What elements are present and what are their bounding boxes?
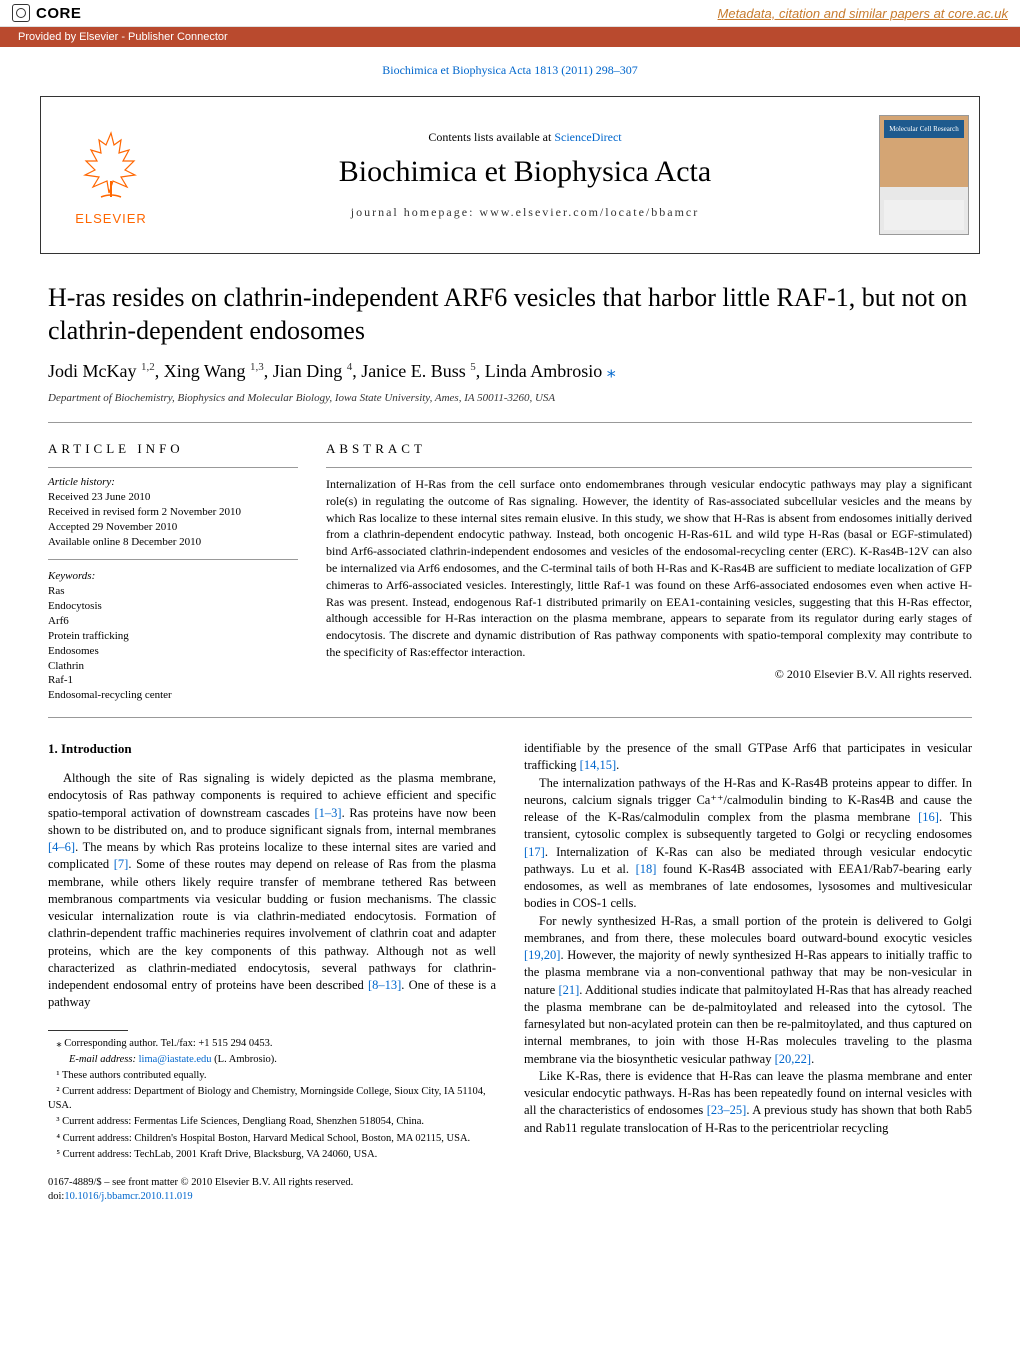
- reference-link[interactable]: [21]: [558, 983, 579, 997]
- footnote-1: ¹ These authors contributed equally.: [48, 1069, 496, 1083]
- history-item: Available online 8 December 2010: [48, 535, 298, 550]
- reference-link[interactable]: [19,20]: [524, 948, 560, 962]
- citation-link[interactable]: Biochimica et Biophysica Acta 1813 (2011…: [382, 63, 638, 77]
- keyword: Clathrin: [48, 659, 298, 674]
- body-columns: 1. Introduction Although the site of Ras…: [48, 718, 972, 1204]
- sciencedirect-link[interactable]: ScienceDirect: [554, 130, 621, 144]
- reference-link[interactable]: [8–13]: [368, 978, 401, 992]
- core-logo-text: CORE: [36, 5, 81, 22]
- keyword: Arf6: [48, 614, 298, 629]
- reference-link[interactable]: [23–25]: [707, 1103, 747, 1117]
- citation-line: Biochimica et Biophysica Acta 1813 (2011…: [0, 47, 1020, 86]
- text: E-mail address:: [69, 1054, 139, 1065]
- text: For newly synthesized H-Ras, a small por…: [524, 914, 972, 945]
- elsevier-logo: ELSEVIER: [41, 97, 181, 253]
- front-matter: 0167-4889/$ – see front matter © 2010 El…: [48, 1176, 496, 1204]
- footnotes: ⁎ Corresponding author. Tel./fax: +1 515…: [48, 1030, 496, 1205]
- intro-paragraph-1: Although the site of Ras signaling is wi…: [48, 770, 496, 1012]
- reference-link[interactable]: [16]: [918, 810, 939, 824]
- keyword: Endocytosis: [48, 599, 298, 614]
- reference-link[interactable]: [1–3]: [315, 806, 342, 820]
- homepage-line: journal homepage: www.elsevier.com/locat…: [351, 205, 699, 220]
- text: . Additional studies indicate that palmi…: [524, 983, 972, 1066]
- core-banner: CORE Metadata, citation and similar pape…: [0, 0, 1020, 27]
- footnote-2: ² Current address: Department of Biology…: [48, 1085, 496, 1113]
- journal-title: Biochimica et Biophysica Acta: [339, 155, 711, 189]
- email-link[interactable]: lima@iastate.edu: [139, 1054, 212, 1065]
- footnote-corresponding: ⁎ Corresponding author. Tel./fax: +1 515…: [48, 1037, 496, 1051]
- text: The internalization pathways of the H-Ra…: [524, 776, 972, 825]
- text: .: [811, 1052, 814, 1066]
- corresponding-star-icon: ⁎: [607, 361, 616, 381]
- abstract-text: Internalization of H-Ras from the cell s…: [326, 476, 972, 661]
- right-paragraph-1: identifiable by the presence of the smal…: [524, 740, 972, 775]
- core-left: CORE: [12, 4, 81, 22]
- info-abstract-row: ARTICLE INFO Article history: Received 2…: [48, 423, 972, 717]
- reference-link[interactable]: [20,22]: [775, 1052, 811, 1066]
- article-title: H-ras resides on clathrin-independent AR…: [48, 282, 972, 347]
- abstract-heading: ABSTRACT: [326, 441, 972, 457]
- keyword: Endosomal-recycling center: [48, 688, 298, 703]
- info-divider-2: [48, 559, 298, 560]
- info-heading: ARTICLE INFO: [48, 441, 298, 457]
- reference-link[interactable]: [7]: [114, 857, 129, 871]
- footnote-3: ³ Current address: Fermentas Life Scienc…: [48, 1115, 496, 1129]
- reference-link[interactable]: [4–6]: [48, 840, 75, 854]
- history-item: Received in revised form 2 November 2010: [48, 505, 298, 520]
- authors: Jodi McKay 1,2, Xing Wang 1,3, Jian Ding…: [48, 361, 972, 382]
- contents-line: Contents lists available at ScienceDirec…: [428, 130, 621, 145]
- text: ⁎ Corresponding author. Tel./fax: +1 515…: [56, 1038, 272, 1049]
- article-main: H-ras resides on clathrin-independent AR…: [0, 282, 1020, 1204]
- doi-line: doi:10.1016/j.bbamcr.2010.11.019: [48, 1190, 496, 1204]
- right-column: identifiable by the presence of the smal…: [524, 740, 972, 1204]
- text: .: [616, 758, 619, 772]
- doi-link[interactable]: 10.1016/j.bbamcr.2010.11.019: [64, 1191, 192, 1202]
- right-paragraph-2: The internalization pathways of the H-Ra…: [524, 775, 972, 913]
- front-matter-text: 0167-4889/$ – see front matter © 2010 El…: [48, 1176, 496, 1190]
- affiliation: Department of Biochemistry, Biophysics a…: [48, 392, 972, 404]
- journal-header-box: ELSEVIER Contents lists available at Sci…: [40, 96, 980, 254]
- history-item: Accepted 29 November 2010: [48, 520, 298, 535]
- footnote-divider: [48, 1030, 128, 1031]
- journal-cover: Molecular Cell Research: [869, 97, 979, 253]
- contents-prefix: Contents lists available at: [428, 130, 554, 144]
- abstract-column: ABSTRACT Internalization of H-Ras from t…: [326, 441, 972, 703]
- info-divider-1: [48, 467, 298, 468]
- text: . Some of these routes may depend on rel…: [48, 857, 496, 992]
- keyword: Protein trafficking: [48, 629, 298, 644]
- abstract-divider: [326, 467, 972, 468]
- section-heading-intro: 1. Introduction: [48, 740, 496, 758]
- journal-center: Contents lists available at ScienceDirec…: [181, 97, 869, 253]
- reference-link[interactable]: [14,15]: [580, 758, 616, 772]
- keyword: Ras: [48, 584, 298, 599]
- authors-list: Jodi McKay 1,2, Xing Wang 1,3, Jian Ding…: [48, 361, 607, 381]
- right-paragraph-4: Like K-Ras, there is evidence that H-Ras…: [524, 1068, 972, 1137]
- cover-bottom: [884, 200, 964, 230]
- keyword: Endosomes: [48, 644, 298, 659]
- footnote-5: ⁵ Current address: TechLab, 2001 Kraft D…: [48, 1148, 496, 1162]
- reference-link[interactable]: [17]: [524, 845, 545, 859]
- footnote-4: ⁴ Current address: Children's Hospital B…: [48, 1132, 496, 1146]
- article-info-column: ARTICLE INFO Article history: Received 2…: [48, 441, 298, 703]
- keywords-label: Keywords:: [48, 570, 298, 582]
- footnote-email: E-mail address: lima@iastate.edu (L. Amb…: [48, 1053, 496, 1067]
- core-metadata-link[interactable]: Metadata, citation and similar papers at…: [718, 6, 1008, 21]
- elsevier-text: ELSEVIER: [75, 211, 147, 226]
- elsevier-tree-icon: [71, 125, 151, 205]
- reference-link[interactable]: [18]: [636, 862, 657, 876]
- history-item: Received 23 June 2010: [48, 490, 298, 505]
- cover-image: Molecular Cell Research: [879, 115, 969, 235]
- abstract-copyright: © 2010 Elsevier B.V. All rights reserved…: [326, 667, 972, 682]
- keyword: Raf-1: [48, 673, 298, 688]
- right-paragraph-3: For newly synthesized H-Ras, a small por…: [524, 913, 972, 1068]
- doi-label: doi:: [48, 1191, 64, 1202]
- core-logo-icon: [12, 4, 30, 22]
- text: (L. Ambrosio).: [212, 1054, 277, 1065]
- left-column: 1. Introduction Although the site of Ras…: [48, 740, 496, 1204]
- provider-bar: Provided by Elsevier - Publisher Connect…: [0, 27, 1020, 47]
- cover-stripe: Molecular Cell Research: [884, 120, 964, 138]
- history-label: Article history:: [48, 476, 298, 488]
